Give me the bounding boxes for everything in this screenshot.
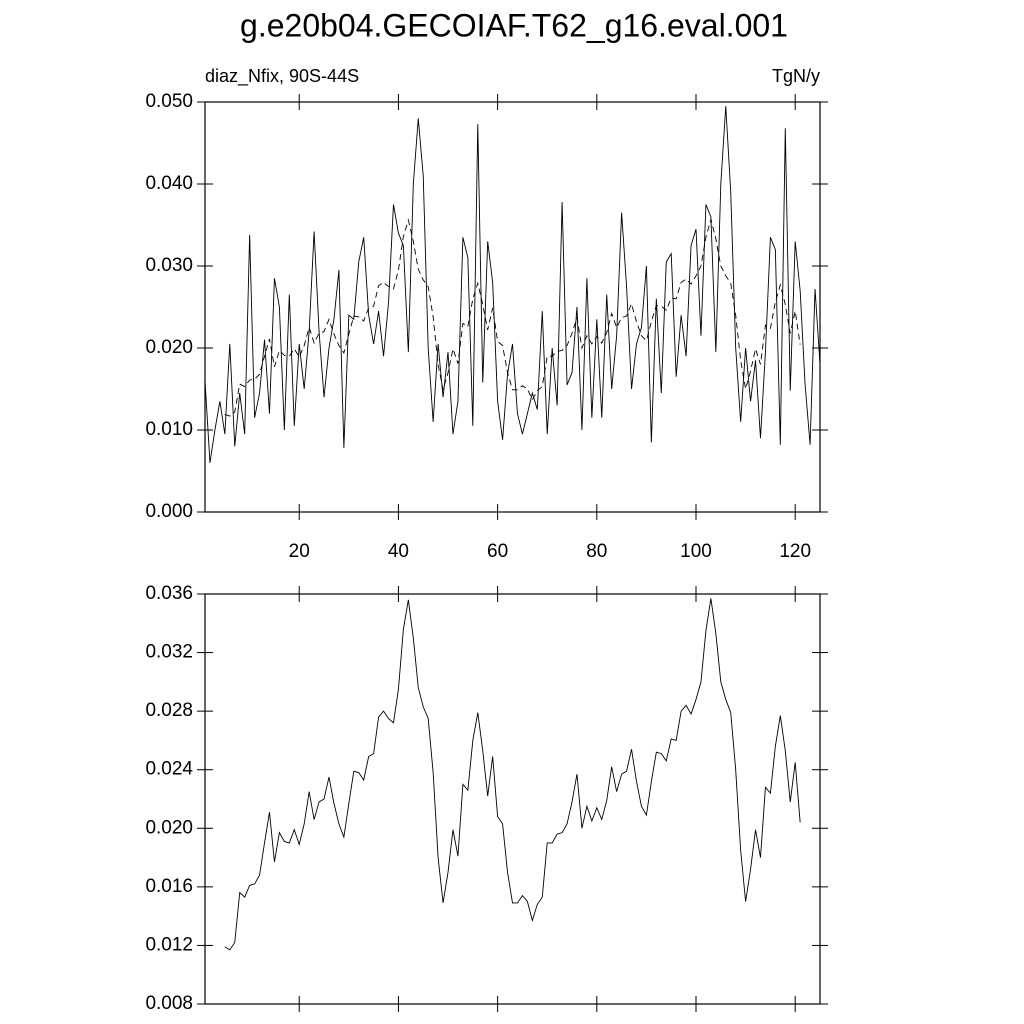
line-series bbox=[224, 217, 801, 417]
x-tick-label: 20 bbox=[289, 541, 310, 562]
y-tick-label: 0.050 bbox=[145, 91, 193, 112]
y-tick-label: 0.036 bbox=[145, 583, 193, 604]
x-tick-label: 100 bbox=[680, 541, 712, 562]
y-tick-label: 0.028 bbox=[145, 700, 193, 721]
plot-frame bbox=[204, 101, 821, 513]
x-tick-label: 60 bbox=[487, 541, 508, 562]
y-tick-label: 0.010 bbox=[145, 419, 193, 440]
subtitle: diaz_Nfix, 90S-44S bbox=[205, 66, 359, 87]
y-tick-label: 0.040 bbox=[145, 173, 193, 194]
line-series bbox=[204, 106, 821, 463]
x-tick-label: 80 bbox=[586, 541, 607, 562]
y-tick-label: 0.012 bbox=[145, 934, 193, 955]
chart-title: g.e20b04.GECOIAF.T62_g16.eval.001 bbox=[240, 7, 788, 43]
units: TgN/y bbox=[772, 66, 820, 86]
y-tick-label: 0.000 bbox=[145, 501, 193, 522]
y-tick-label: 0.030 bbox=[145, 255, 193, 276]
x-tick-label: 40 bbox=[388, 541, 409, 562]
y-tick-label: 0.016 bbox=[145, 876, 193, 897]
y-tick-label: 0.020 bbox=[145, 337, 193, 358]
line-series bbox=[224, 598, 801, 951]
plot-frame bbox=[204, 593, 821, 1005]
y-tick-label: 0.024 bbox=[145, 759, 193, 780]
y-tick-label: 0.020 bbox=[145, 817, 193, 838]
y-tick-label: 0.032 bbox=[145, 642, 193, 663]
y-tick-label: 0.008 bbox=[145, 993, 193, 1014]
x-tick-label: 120 bbox=[779, 541, 811, 562]
